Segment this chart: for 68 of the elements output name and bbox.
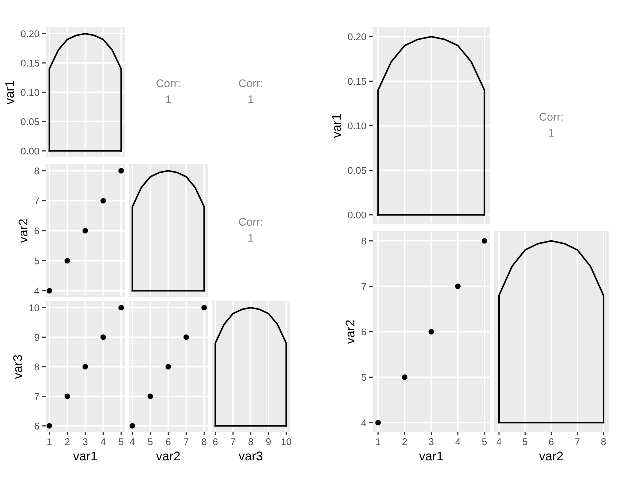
y-tick-label: 0.10 (348, 122, 366, 130)
y-tick-label: 7 (362, 283, 366, 290)
y-tick-label: 8 (34, 364, 40, 371)
x-tick-label: 4 (456, 438, 461, 446)
y-tick-label: 0.20 (21, 30, 40, 38)
x-tick-label: 5 (148, 438, 153, 446)
x-tick-label: 6 (166, 438, 171, 446)
x-tick-label: 8 (248, 438, 254, 446)
x-tick-label: 1 (376, 438, 381, 446)
y-tick-label: 0.10 (21, 89, 40, 96)
y-tick-label: 6 (34, 228, 40, 235)
y-tick-label: 5 (362, 374, 366, 382)
y-axis-title: var3 (13, 355, 22, 380)
x-axis-title: var1 (419, 452, 444, 461)
text: 1 (248, 96, 254, 104)
y-tick-label: 9 (34, 334, 40, 342)
x-tick-label: 7 (575, 438, 580, 446)
x-axis-title: var3 (238, 452, 263, 461)
y-axis-title: var2 (346, 320, 355, 344)
x-tick-label: 5 (482, 438, 487, 446)
text: 1 (248, 234, 254, 242)
x-axis-title: var2 (539, 452, 564, 461)
text: Corr: (239, 218, 262, 226)
y-tick-label: 5 (34, 258, 40, 265)
x-axis-title: var1 (73, 452, 98, 461)
x-tick-label: 2 (402, 438, 408, 446)
x-tick-label: 5 (119, 438, 124, 446)
x-tick-label: 4 (100, 438, 106, 446)
y-tick-label: 8 (362, 238, 366, 245)
x-tick-label: 9 (266, 438, 271, 446)
x-tick-label: 10 (282, 438, 292, 446)
x-tick-label: 2 (65, 438, 70, 446)
x-tick-label: 4 (130, 438, 136, 446)
y-axis-title: var2 (18, 219, 28, 244)
y-tick-label: 6 (34, 422, 40, 430)
x-tick-label: 6 (549, 438, 554, 446)
y-tick-label: 0.00 (348, 212, 366, 219)
y-tick-label: 0.00 (21, 148, 40, 155)
y-tick-label: 4 (34, 288, 40, 295)
x-tick-label: 7 (231, 438, 236, 446)
x-tick-label: 7 (184, 438, 189, 446)
x-tick-label: 3 (429, 438, 434, 446)
y-tick-label: 0.15 (348, 78, 366, 86)
x-tick-label: 3 (83, 438, 88, 446)
x-tick-label: 4 (496, 438, 502, 446)
x-tick-label: 5 (523, 438, 528, 446)
x-tick-label: 1 (48, 438, 52, 446)
y-tick-label: 0.05 (348, 167, 366, 174)
text: 1 (549, 129, 554, 137)
y-tick-label: 7 (34, 393, 40, 400)
text: 1 (166, 96, 172, 104)
y-tick-label: 0.05 (21, 118, 40, 126)
y-tick-label: 10 (30, 304, 40, 312)
x-tick-label: 8 (202, 438, 207, 446)
y-tick-label: 0.20 (348, 34, 366, 41)
x-axis-title: var2 (156, 452, 180, 461)
y-axis-title: var1 (5, 80, 14, 105)
y-tick-label: 0.15 (21, 60, 40, 67)
y-tick-label: 6 (362, 328, 366, 336)
y-tick-label: 4 (362, 420, 366, 426)
text: Corr: (156, 80, 180, 88)
y-tick-label: 7 (34, 198, 40, 205)
y-axis-title: var1 (332, 114, 342, 138)
y-tick-label: 8 (34, 168, 40, 175)
text: Corr: (540, 113, 563, 121)
text: Corr: (239, 80, 262, 88)
x-tick-label: 8 (601, 438, 606, 446)
x-tick-label: 6 (213, 438, 218, 446)
